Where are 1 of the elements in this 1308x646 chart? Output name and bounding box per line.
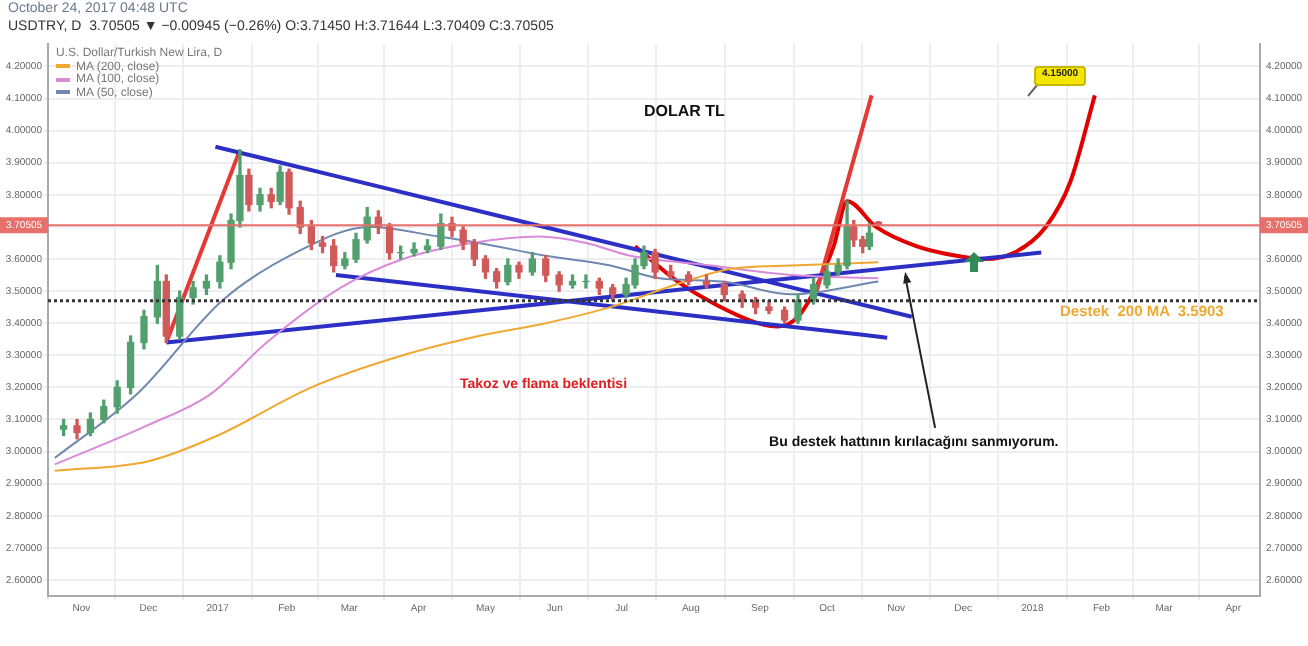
text: DOLAR TL bbox=[644, 102, 725, 122]
